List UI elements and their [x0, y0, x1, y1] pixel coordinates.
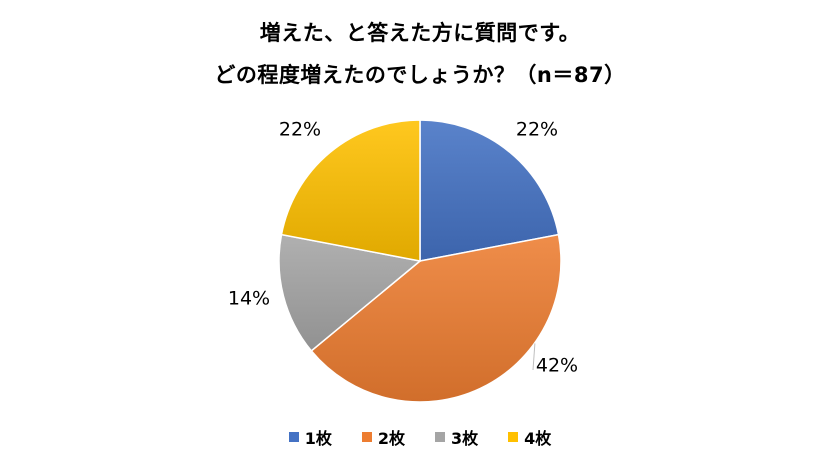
legend-label-2: 2枚	[377, 429, 405, 448]
legend-item-4: 4枚	[508, 425, 551, 449]
legend-swatch-1	[288, 432, 299, 442]
legend-swatch-3	[435, 432, 445, 442]
legend-label-4: 4枚	[524, 429, 552, 448]
pie-slice-1	[419, 119, 560, 262]
chart-title-line-2: どの程度増えたのでしょうか？（n＝87）	[214, 63, 626, 87]
legend-label-3: 3枚	[451, 429, 479, 448]
legend-swatch-2	[361, 432, 372, 442]
data-label-2: 42%	[536, 355, 578, 377]
pie-slice-2	[310, 233, 562, 403]
leader-line-2	[532, 343, 536, 371]
legend-item-2: 2枚	[361, 425, 405, 449]
chart-legend: 1枚 2枚 3枚 4枚	[0, 425, 840, 449]
pie-slice-4	[280, 119, 421, 262]
legend-item-1: 1枚	[288, 425, 332, 449]
data-label-3: 14%	[228, 288, 270, 310]
data-label-4: 22%	[279, 119, 321, 141]
legend-swatch-4	[508, 432, 519, 442]
legend-item-3: 3枚	[435, 425, 478, 449]
legend-label-1: 1枚	[304, 429, 332, 448]
pie-slice-3	[278, 233, 422, 352]
data-label-1: 22%	[516, 119, 558, 141]
chart-title-line-1: 増えた、と答えた方に質問です。	[259, 21, 581, 45]
